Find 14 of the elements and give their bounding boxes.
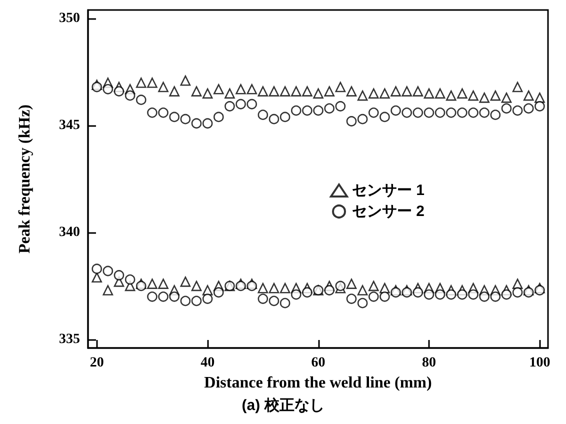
- legend-label: センサー 1: [352, 182, 425, 199]
- y-tick-label: 350: [59, 11, 80, 26]
- x-axis-title: Distance from the weld line (mm): [204, 374, 432, 392]
- x-tick-label: 20: [90, 356, 104, 370]
- text: (a) 校正なし: [242, 397, 324, 414]
- x-tick-label: 80: [422, 356, 436, 370]
- legend-label: センサー 2: [352, 203, 425, 220]
- y-axis-title: Peak frequency (kHz): [16, 104, 34, 254]
- x-tick-label: 60: [311, 356, 326, 370]
- x-tick-label: 40: [200, 356, 215, 370]
- y-tick-label: 335: [59, 332, 80, 347]
- y-tick-label: 345: [59, 118, 80, 134]
- y-tick-label: 340: [59, 224, 80, 240]
- x-tick-label: 100: [529, 356, 550, 370]
